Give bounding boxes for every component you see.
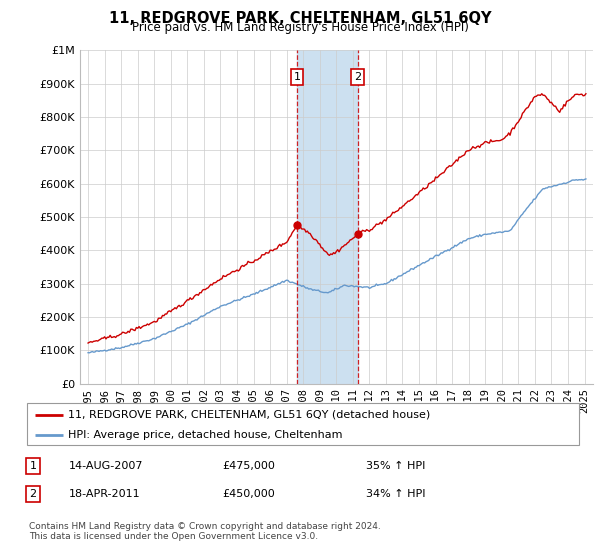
Text: 18-APR-2011: 18-APR-2011 xyxy=(69,489,140,499)
Text: 11, REDGROVE PARK, CHELTENHAM, GL51 6QY: 11, REDGROVE PARK, CHELTENHAM, GL51 6QY xyxy=(109,11,491,26)
Text: 2: 2 xyxy=(29,489,37,499)
Text: 14-AUG-2007: 14-AUG-2007 xyxy=(69,461,143,471)
Text: Contains HM Land Registry data © Crown copyright and database right 2024.
This d: Contains HM Land Registry data © Crown c… xyxy=(29,522,380,542)
Text: 34% ↑ HPI: 34% ↑ HPI xyxy=(366,489,425,499)
Text: HPI: Average price, detached house, Cheltenham: HPI: Average price, detached house, Chel… xyxy=(68,430,343,440)
Text: 2: 2 xyxy=(354,72,361,82)
Text: 35% ↑ HPI: 35% ↑ HPI xyxy=(366,461,425,471)
Text: 1: 1 xyxy=(29,461,37,471)
Text: £475,000: £475,000 xyxy=(222,461,275,471)
Text: £450,000: £450,000 xyxy=(222,489,275,499)
Bar xyxy=(297,50,358,384)
Text: 11, REDGROVE PARK, CHELTENHAM, GL51 6QY (detached house): 11, REDGROVE PARK, CHELTENHAM, GL51 6QY … xyxy=(68,410,431,420)
Text: 1: 1 xyxy=(293,72,301,82)
Text: Price paid vs. HM Land Registry's House Price Index (HPI): Price paid vs. HM Land Registry's House … xyxy=(131,21,469,34)
